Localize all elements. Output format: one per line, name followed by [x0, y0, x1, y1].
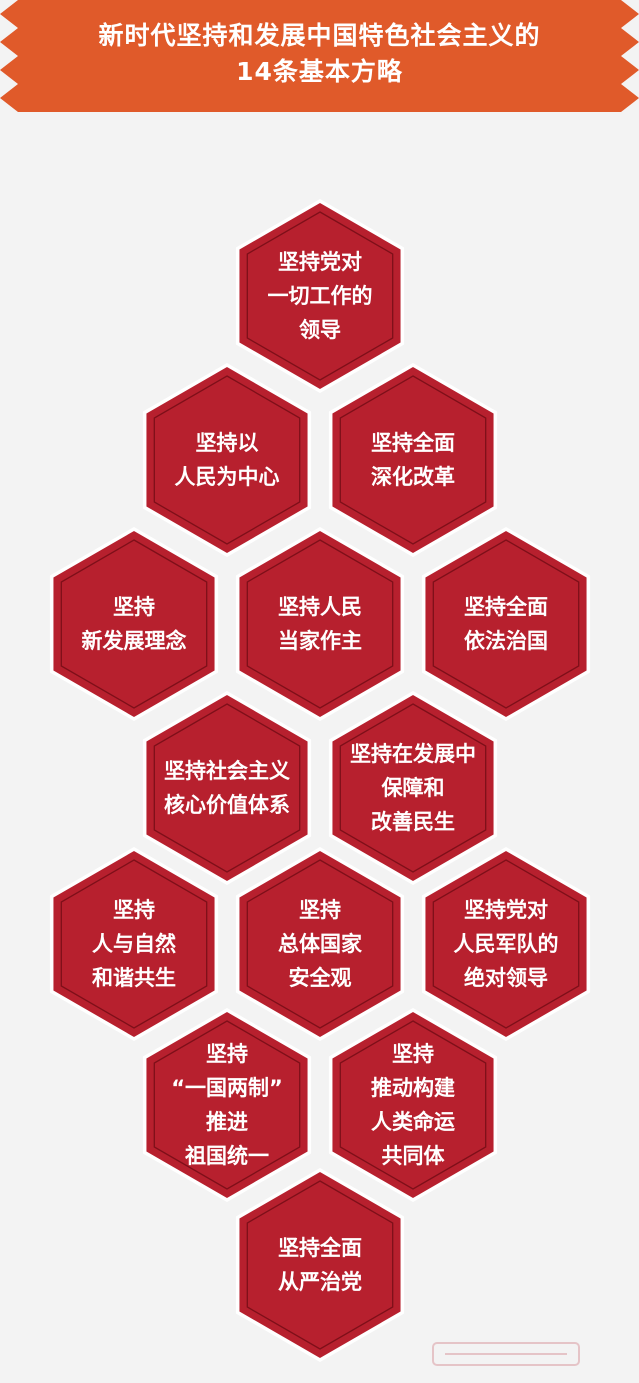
strategy-label-line: 共同体: [381, 1144, 445, 1168]
strategy-label-line: 人与自然: [92, 932, 176, 956]
strategy-label-line: 坚持: [299, 898, 341, 922]
strategy-label-line: 坚持在发展中: [350, 742, 476, 766]
strategy-label-line: 保障和: [381, 776, 445, 800]
strategy-label-line: 坚持全面: [278, 1236, 362, 1260]
strategy-hexagon: [49, 846, 219, 1042]
strategy-label: 坚持以 人民为中心: [147, 426, 307, 494]
strategy-label-line: 坚持全面: [371, 431, 455, 455]
strategy-label-line: 总体国家: [278, 932, 362, 956]
strategy-label: 坚持全面 从严治党: [240, 1231, 400, 1299]
strategy-label-line: 人民为中心: [174, 465, 280, 489]
watermark-mark: [432, 1342, 580, 1366]
strategy-label-line: 坚持: [113, 898, 155, 922]
strategy-label-line: 领导: [299, 318, 341, 342]
strategy-label-line: 和谐共生: [92, 966, 176, 990]
strategy-label-line: 坚持人民: [278, 595, 362, 619]
strategy-hexagon: [235, 1167, 405, 1363]
title-line-1: 新时代坚持和发展中国特色社会主义的: [98, 21, 541, 50]
strategy-label-line: 坚持: [113, 595, 155, 619]
strategy-label: 坚持推动构建人类命运共同体: [333, 1037, 493, 1173]
strategy-hexagon: [328, 690, 498, 886]
strategy-label: 坚持社会主义 核心价值体系: [147, 754, 307, 822]
strategy-label-line: 坚持以: [195, 431, 259, 455]
strategy-label: 坚持全面 依法治国: [426, 590, 586, 658]
strategy-label-line: 人民军队的: [453, 932, 559, 956]
strategy-hexagon: [235, 198, 405, 394]
strategy-label: 坚持 新发展理念: [54, 590, 214, 658]
strategy-label: 坚持 总体国家 安全观: [240, 893, 400, 995]
strategy-label-line: 改善民生: [371, 810, 455, 834]
strategy-label-line: 祖国统一: [185, 1144, 269, 1168]
strategy-label-line: 绝对领导: [464, 966, 548, 990]
strategy-label-line: 深化改革: [371, 465, 455, 489]
strategy-label-line: 核心价值体系: [164, 793, 290, 817]
strategy-hexagon: [421, 526, 591, 722]
strategy-label-line: 坚持: [206, 1042, 248, 1066]
strategy-hexagon: [328, 1007, 498, 1203]
strategy-label: 坚持人民 当家作主: [240, 590, 400, 658]
strategy-label: 坚持 “一国两制” 推进祖国统一: [147, 1037, 307, 1173]
strategy-label: 坚持人与自然和谐共生: [54, 893, 214, 995]
strategy-hexagon: [49, 526, 219, 722]
strategy-label: 坚持在发展中 保障和改善民生: [333, 737, 493, 839]
strategy-label-line: 一切工作的: [267, 284, 373, 308]
strategy-label: 坚持党对一切工作的领导: [240, 245, 400, 347]
strategy-label-line: 坚持社会主义: [164, 759, 290, 783]
strategy-label-line: 坚持党对: [464, 898, 548, 922]
strategy-label-line: 新发展理念: [81, 629, 187, 653]
strategy-label-line: 人类命运: [371, 1110, 455, 1134]
strategy-hexagon: [235, 846, 405, 1042]
strategy-hexagon: [328, 362, 498, 558]
strategy-label-line: “一国两制”: [171, 1076, 283, 1100]
strategy-label-line: 依法治国: [464, 629, 548, 653]
strategy-label-line: 安全观: [288, 966, 352, 990]
strategy-label-line: 推动构建: [371, 1076, 455, 1100]
strategy-label-line: 推进: [206, 1110, 248, 1134]
title-banner: [0, 0, 639, 112]
strategy-hexagon: [421, 846, 591, 1042]
strategy-hexagon: [142, 362, 312, 558]
strategy-label-line: 坚持全面: [464, 595, 548, 619]
strategy-label-line: 坚持党对: [278, 250, 362, 274]
strategy-label: 坚持全面 深化改革: [333, 426, 493, 494]
title-line-2: 14条基本方略: [236, 57, 403, 86]
strategy-label: 坚持党对人民军队的绝对领导: [426, 893, 586, 995]
strategy-label-line: 当家作主: [278, 629, 362, 653]
strategy-hexagon: [142, 1007, 312, 1203]
strategy-label-line: 坚持: [392, 1042, 434, 1066]
strategy-hexagon: [142, 690, 312, 886]
strategy-label-line: 从严治党: [278, 1270, 362, 1294]
strategy-hexagon: [235, 526, 405, 722]
